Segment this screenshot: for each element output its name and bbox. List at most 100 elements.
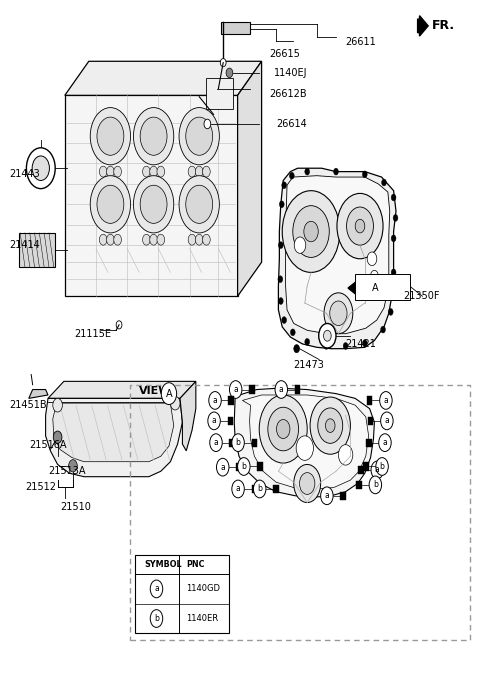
Circle shape [26, 148, 55, 189]
Text: a: a [375, 465, 380, 475]
Text: a: a [154, 584, 159, 593]
Bar [366, 439, 372, 447]
Text: 26615: 26615 [269, 50, 300, 59]
Circle shape [216, 458, 229, 476]
Text: a: a [384, 416, 389, 426]
Circle shape [229, 381, 242, 398]
Circle shape [391, 235, 396, 242]
Circle shape [393, 215, 398, 221]
Circle shape [143, 166, 150, 177]
Text: a: a [236, 484, 240, 494]
Bar [135, 555, 229, 633]
Circle shape [362, 340, 367, 347]
Bar [236, 463, 242, 471]
Circle shape [268, 407, 299, 451]
Text: a: a [214, 438, 218, 447]
Circle shape [157, 166, 165, 177]
Circle shape [325, 419, 335, 432]
Bar [355, 274, 410, 300]
Circle shape [53, 431, 62, 443]
Circle shape [391, 194, 396, 201]
Circle shape [150, 234, 157, 245]
Circle shape [324, 293, 353, 334]
Circle shape [368, 277, 383, 299]
Circle shape [150, 166, 157, 177]
FancyArrow shape [348, 281, 367, 295]
Circle shape [278, 276, 283, 283]
Circle shape [232, 480, 244, 498]
Circle shape [362, 171, 367, 178]
Bar [358, 466, 364, 474]
Bar [368, 417, 373, 425]
Text: b: b [236, 438, 240, 447]
Circle shape [376, 458, 388, 475]
Polygon shape [46, 398, 182, 477]
Circle shape [371, 461, 384, 479]
Circle shape [97, 117, 124, 155]
Text: b: b [257, 484, 262, 494]
Polygon shape [48, 381, 196, 398]
Bar [295, 385, 300, 394]
Circle shape [116, 321, 122, 329]
Circle shape [220, 59, 226, 67]
Circle shape [226, 68, 233, 78]
Circle shape [90, 108, 131, 165]
Polygon shape [19, 233, 55, 267]
Circle shape [305, 168, 310, 175]
Text: PNC: PNC [186, 560, 204, 569]
Circle shape [150, 609, 163, 627]
Circle shape [157, 234, 165, 245]
Circle shape [114, 166, 121, 177]
Circle shape [53, 398, 62, 412]
Circle shape [170, 396, 180, 410]
Bar [356, 481, 362, 489]
Text: 21115E: 21115E [74, 329, 111, 338]
Polygon shape [238, 61, 262, 296]
Circle shape [186, 117, 213, 155]
Circle shape [355, 219, 365, 233]
Text: a: a [279, 385, 284, 394]
Text: a: a [383, 438, 387, 447]
Text: 21516A: 21516A [29, 440, 66, 449]
Circle shape [382, 179, 386, 186]
Text: b: b [154, 614, 159, 623]
Polygon shape [180, 381, 196, 451]
Circle shape [188, 234, 196, 245]
Text: SYMBOL: SYMBOL [144, 560, 181, 569]
Circle shape [140, 185, 167, 223]
Text: a: a [233, 385, 238, 394]
Circle shape [324, 343, 329, 349]
Circle shape [338, 445, 353, 465]
Circle shape [278, 298, 283, 304]
Circle shape [381, 326, 385, 333]
Circle shape [369, 476, 382, 494]
Circle shape [238, 458, 250, 475]
Circle shape [90, 176, 131, 233]
Text: A: A [372, 283, 379, 293]
Circle shape [107, 234, 114, 245]
Text: FR.: FR. [432, 19, 455, 33]
Text: 21421: 21421 [346, 339, 376, 349]
Circle shape [391, 269, 396, 276]
Circle shape [114, 234, 121, 245]
Circle shape [32, 156, 49, 180]
Text: 21513A: 21513A [48, 466, 85, 476]
Circle shape [318, 408, 343, 443]
Circle shape [290, 329, 295, 336]
Text: a: a [213, 396, 217, 405]
Text: b: b [241, 462, 246, 471]
Circle shape [388, 308, 393, 315]
Text: 26611: 26611 [346, 37, 376, 47]
Text: b: b [373, 480, 378, 490]
Circle shape [278, 242, 283, 249]
Circle shape [186, 185, 213, 223]
Circle shape [208, 412, 220, 430]
Text: 1140ER: 1140ER [186, 614, 218, 623]
Bar [273, 485, 279, 493]
Circle shape [99, 234, 107, 245]
Circle shape [232, 434, 244, 452]
Bar [229, 439, 235, 447]
Circle shape [319, 323, 336, 348]
Circle shape [150, 580, 163, 598]
Circle shape [381, 412, 393, 430]
